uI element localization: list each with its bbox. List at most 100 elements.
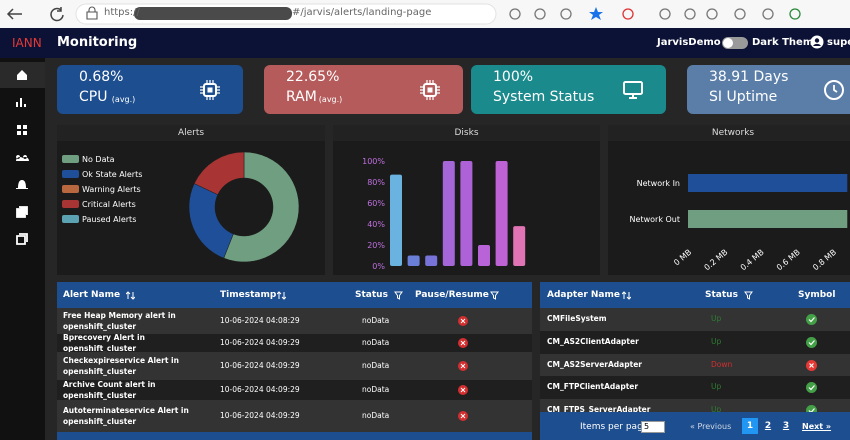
app-header: IANN Monitoring JarvisDemo Dark Theme super bbox=[0, 28, 850, 58]
legend-label: Paused Alerts bbox=[82, 215, 136, 224]
nav-icon[interactable] bbox=[17, 125, 27, 135]
category-label: Network In bbox=[637, 179, 680, 188]
panel-title: Disks bbox=[333, 125, 600, 141]
nav-icon[interactable] bbox=[16, 206, 28, 218]
pause-x bbox=[460, 318, 466, 324]
bar bbox=[425, 255, 438, 266]
bar bbox=[495, 161, 508, 266]
table-header bbox=[540, 282, 850, 308]
legend-swatch bbox=[62, 185, 79, 193]
page-number[interactable]: 3 bbox=[782, 421, 790, 431]
filter-icon[interactable] bbox=[394, 291, 404, 300]
stat-card: 0.68% CPU (avg.) bbox=[57, 65, 243, 114]
column-header[interactable]: Status bbox=[705, 290, 738, 300]
status-symbol bbox=[806, 359, 817, 371]
nav-icon[interactable] bbox=[17, 70, 27, 80]
sort-icon[interactable] bbox=[126, 291, 135, 300]
column-header[interactable]: Adapter Name bbox=[547, 290, 620, 300]
pause-resume-button[interactable] bbox=[458, 411, 468, 421]
monitor-icon bbox=[623, 81, 643, 95]
status-symbol bbox=[806, 314, 817, 325]
y-tick-label: 80% bbox=[367, 178, 385, 187]
legend-swatch bbox=[62, 200, 79, 208]
networks-chart: Network In Network Out 0 MB 0.2 MB 0.4 MB 0.6… bbox=[630, 174, 848, 272]
sidebar-icons bbox=[16, 70, 29, 245]
pause-x bbox=[460, 340, 466, 346]
adapter-name: CM_AS2ClientAdapter bbox=[547, 336, 639, 346]
home-icon bbox=[17, 70, 27, 80]
legend-swatch bbox=[62, 170, 79, 178]
page-number[interactable]: 1 bbox=[742, 418, 758, 434]
monitor-stand bbox=[629, 94, 637, 99]
filter-icon[interactable] bbox=[744, 291, 754, 300]
sort-arrows bbox=[277, 291, 287, 300]
adapter-status: Up bbox=[711, 382, 722, 392]
stat-value: 0.68% bbox=[79, 69, 124, 85]
theme-toggle[interactable] bbox=[722, 37, 748, 49]
next-link[interactable]: Next » bbox=[802, 422, 832, 431]
status: noData bbox=[362, 338, 390, 347]
user-name[interactable]: super bbox=[827, 37, 850, 48]
chart-panel: Networks Network In Network Out 0 MB 0.2 MB 0… bbox=[608, 125, 850, 275]
panel-title: Networks bbox=[608, 125, 850, 141]
bar bbox=[478, 245, 490, 266]
pause-resume-button[interactable] bbox=[458, 338, 468, 348]
adapter-status: Up bbox=[711, 336, 722, 346]
pause-resume-button[interactable] bbox=[458, 316, 468, 326]
alert-name: Archive Count alert in openshift_cluster bbox=[63, 380, 156, 400]
pause-resume-button[interactable] bbox=[458, 385, 468, 395]
toolbar-icon bbox=[560, 8, 572, 20]
chip-pins bbox=[420, 80, 440, 100]
status: noData bbox=[362, 385, 390, 394]
column-header[interactable]: Timestamp bbox=[220, 290, 277, 300]
table-row: Autoterminateservice Alert in openshift_… bbox=[57, 400, 532, 432]
pagination-bar: Items per page: 5 « Previous 1 2 3 Next » bbox=[540, 412, 850, 440]
table-footer bbox=[57, 432, 532, 440]
sort-icon[interactable] bbox=[621, 291, 631, 300]
table-row: CMFileSystem Up bbox=[540, 308, 850, 331]
symbol-mark bbox=[808, 339, 815, 346]
sort-icon[interactable] bbox=[277, 291, 287, 300]
sidebar bbox=[0, 58, 45, 440]
y-tick-label: 40% bbox=[367, 220, 385, 229]
stats-icon bbox=[16, 98, 26, 107]
pause-resume-button[interactable] bbox=[458, 361, 468, 371]
nav-icon[interactable] bbox=[16, 98, 26, 107]
toolbar-icon bbox=[789, 8, 801, 20]
filter-icon[interactable] bbox=[489, 291, 499, 300]
previous-link[interactable]: « Previous bbox=[690, 422, 732, 431]
page-number[interactable]: 2 bbox=[764, 421, 772, 431]
column-header[interactable]: Symbol bbox=[798, 290, 836, 300]
table-row: CM_AS2ClientAdapter Up bbox=[540, 330, 850, 354]
status: noData bbox=[362, 411, 390, 420]
column-header[interactable]: Status bbox=[355, 290, 388, 300]
column-header[interactable]: Alert Name bbox=[63, 290, 121, 300]
y-tick-label: 100% bbox=[362, 157, 385, 166]
toggle-knob bbox=[723, 38, 733, 48]
account-name: JarvisDemo bbox=[657, 37, 721, 48]
browser-toolbar: https:// #/jarvis/alerts/landing-page bbox=[0, 0, 850, 29]
table-row: Archive Count alert in openshift_cluster… bbox=[57, 380, 532, 400]
stat-icon bbox=[623, 81, 643, 99]
toolbar-icon bbox=[706, 8, 718, 20]
table-row: CM_AS2ServerAdapter Down bbox=[540, 353, 850, 377]
alert-name: Autoterminateservice Alert in openshift_… bbox=[63, 406, 189, 426]
legend-swatch bbox=[62, 155, 79, 163]
nav-icon[interactable] bbox=[16, 180, 28, 189]
url-scheme: https:// bbox=[104, 7, 140, 18]
lock-icon bbox=[86, 6, 98, 20]
browser-icons bbox=[6, 3, 801, 25]
donut-segment bbox=[188, 183, 234, 259]
y-tick-label: 20% bbox=[367, 241, 385, 250]
column-header[interactable]: Pause/Resume bbox=[415, 290, 489, 300]
symbol-circle bbox=[806, 382, 817, 394]
nav-icon[interactable] bbox=[16, 233, 28, 245]
items-per-page-select[interactable]: 5 bbox=[641, 421, 665, 433]
chart-panel: Alerts No Data Ok State Alerts Warning Aler… bbox=[57, 125, 325, 275]
adapter-name: CM_AS2ServerAdapter bbox=[547, 359, 642, 369]
user-body bbox=[813, 43, 821, 46]
nav-icon[interactable] bbox=[16, 155, 29, 161]
stat-value: 100% bbox=[493, 69, 534, 85]
x-tick-label: 0 MB bbox=[672, 248, 693, 268]
